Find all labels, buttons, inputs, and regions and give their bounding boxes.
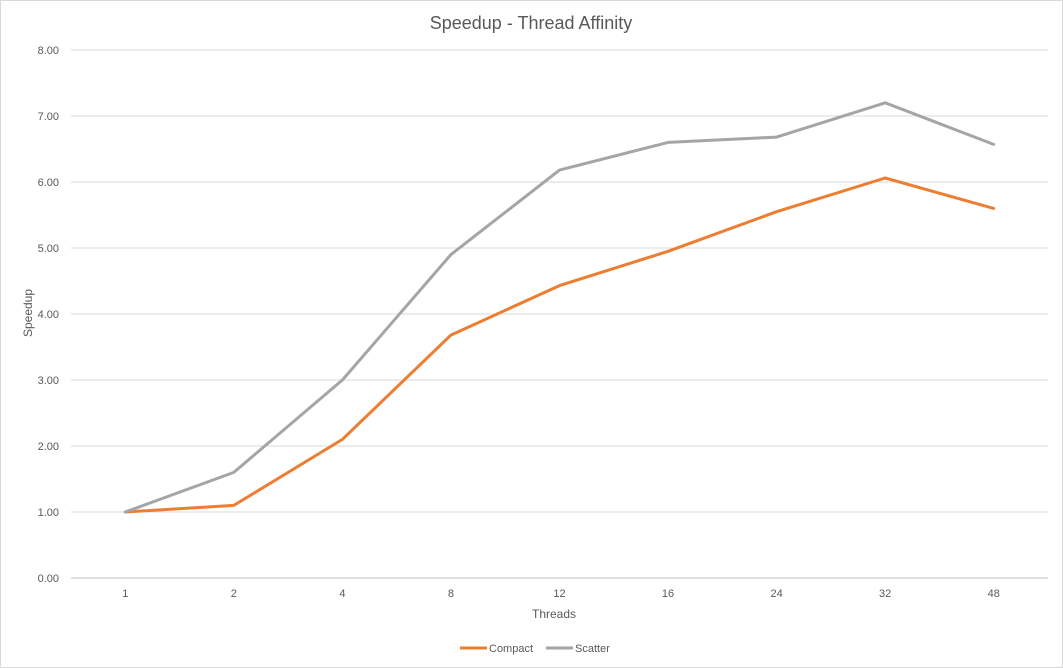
x-tick-label: 1 <box>122 588 128 600</box>
y-tick-label: 4.00 <box>38 309 59 321</box>
gridlines <box>71 49 1048 579</box>
y-axis-title: Speedup <box>21 289 35 337</box>
y-tick-label: 6.00 <box>38 177 59 189</box>
y-tick-label: 0.00 <box>38 573 59 585</box>
chart-title: Speedup - Thread Affinity <box>430 13 632 33</box>
x-tick-label: 2 <box>231 588 237 600</box>
x-axis-title: Threads <box>532 607 576 621</box>
x-tick-label: 16 <box>662 588 674 600</box>
series-lines <box>123 101 996 514</box>
y-tick-label: 7.00 <box>38 111 59 123</box>
series-line-compact <box>123 176 996 514</box>
series-line-scatter <box>123 101 996 514</box>
legend-label: Compact <box>489 643 533 655</box>
x-axis-ticks: 1 2 4 8 12 16 24 32 48 <box>122 588 1000 600</box>
legend-label: Scatter <box>575 643 610 655</box>
y-tick-label: 5.00 <box>38 243 59 255</box>
x-tick-label: 24 <box>770 588 782 600</box>
y-tick-label: 1.00 <box>38 507 59 519</box>
y-tick-label: 8.00 <box>38 45 59 57</box>
y-tick-label: 2.00 <box>38 441 59 453</box>
x-tick-label: 32 <box>879 588 891 600</box>
x-tick-label: 48 <box>988 588 1000 600</box>
legend: Compact Scatter <box>460 643 610 655</box>
y-axis-ticks: 0.00 1.00 2.00 3.00 4.00 5.00 6.00 7.00 8.00 <box>38 45 59 585</box>
x-tick-label: 4 <box>339 588 345 600</box>
x-tick-label: 8 <box>448 588 454 600</box>
y-tick-label: 3.00 <box>38 375 59 387</box>
x-tick-label: 12 <box>553 588 565 600</box>
